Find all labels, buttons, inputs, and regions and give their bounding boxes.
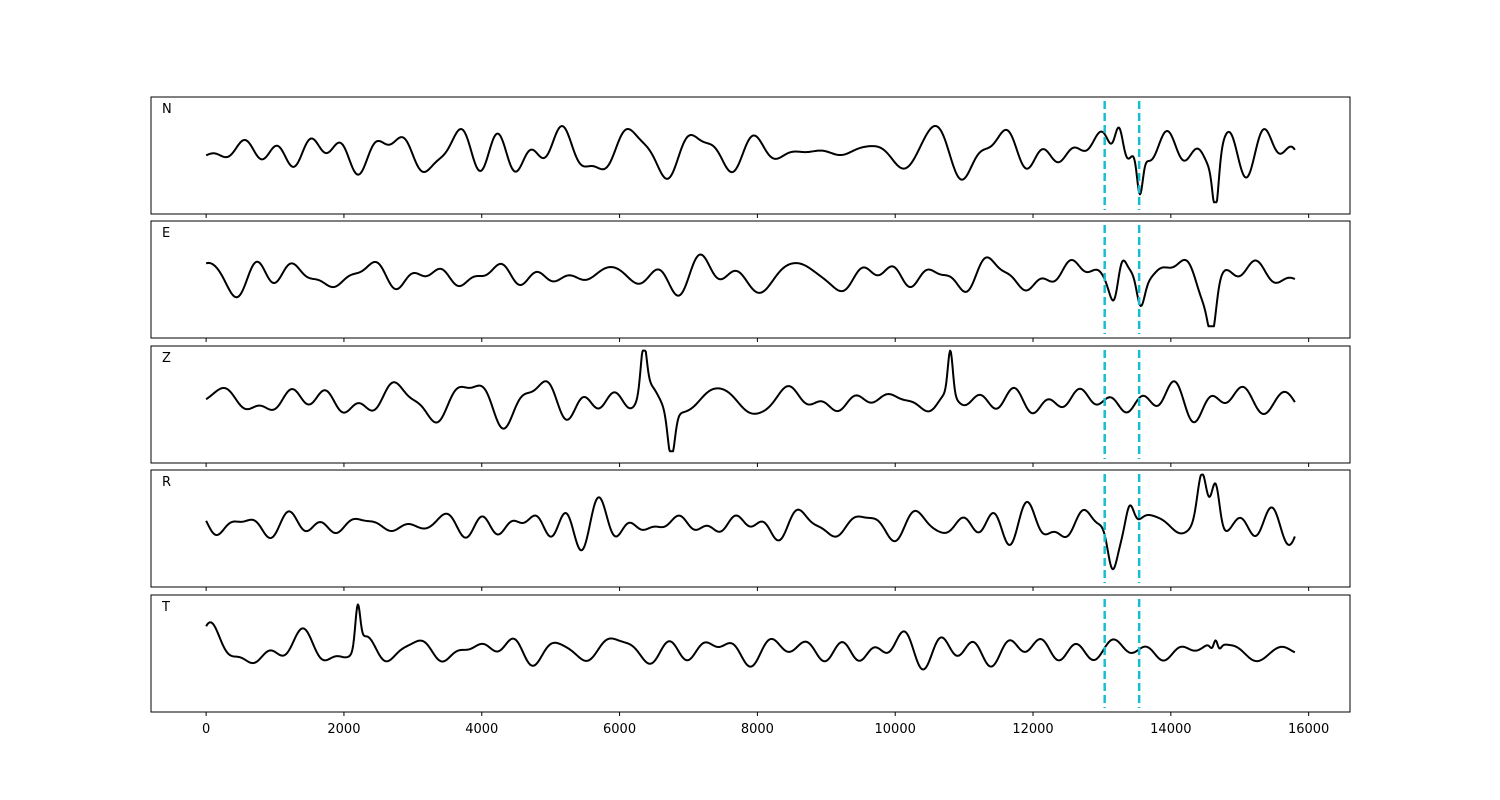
panels-layer: N E Z R T [150, 96, 1351, 716]
x-tick-label: 8000 [741, 722, 774, 737]
x-axis: 0 2000 4000 6000 8000 10000 12000 14000 16000 [202, 722, 1329, 737]
panel-t: T [150, 594, 1351, 716]
x-tick-label: 16000 [1288, 722, 1329, 737]
panel-z: Z [150, 345, 1351, 467]
x-tick-label: 2000 [327, 722, 360, 737]
panel-frame [150, 220, 1351, 339]
trace-e [205, 253, 1296, 328]
trace-r [205, 473, 1296, 571]
x-tick-label: 6000 [603, 722, 636, 737]
panel-label: R [162, 475, 171, 490]
panel-label: T [161, 600, 170, 615]
trace-z [205, 349, 1296, 453]
panel-r: R [150, 469, 1351, 591]
panel-frame [150, 594, 1351, 713]
x-tick-label: 10000 [875, 722, 916, 737]
panel-e: E [150, 220, 1351, 342]
panel-n: N [150, 96, 1351, 218]
x-tick-label: 12000 [1012, 722, 1053, 737]
trace-n [205, 124, 1296, 204]
x-tick-label: 14000 [1150, 722, 1191, 737]
panel-label: E [162, 226, 170, 241]
panel-label: N [162, 102, 172, 117]
panel-frame [150, 96, 1351, 215]
panel-label: Z [162, 351, 171, 366]
x-tick-label: 4000 [465, 722, 498, 737]
trace-t [205, 603, 1296, 671]
panel-frame [150, 469, 1351, 588]
panel-frame [150, 345, 1351, 464]
x-tick-label: 0 [202, 722, 210, 737]
